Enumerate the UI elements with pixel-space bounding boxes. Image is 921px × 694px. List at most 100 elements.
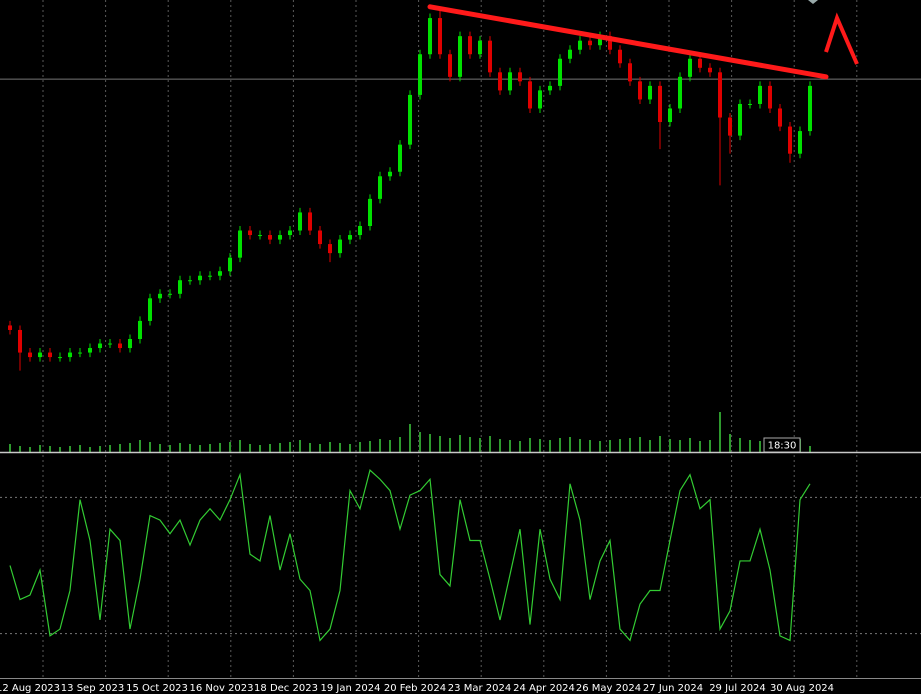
- volume-bar: [729, 434, 731, 452]
- candle-body: [678, 76, 682, 109]
- volume-bar: [209, 444, 211, 452]
- volume-bar: [69, 446, 71, 452]
- candle-body: [568, 49, 572, 59]
- candle-body: [688, 58, 692, 77]
- candle-body: [628, 63, 632, 82]
- volume-bar: [639, 437, 641, 452]
- volume-bar: [229, 442, 231, 452]
- volume-bar: [159, 444, 161, 452]
- volume-bar: [19, 446, 21, 452]
- volume-bar: [419, 432, 421, 452]
- candle-body: [368, 198, 372, 226]
- volume-bar: [429, 434, 431, 452]
- volume-bar: [549, 440, 551, 452]
- candle-body: [778, 108, 782, 127]
- candle-body: [188, 280, 192, 282]
- candle-body: [218, 271, 222, 276]
- candle-body: [548, 85, 552, 91]
- candle-body: [738, 103, 742, 136]
- candle-body: [618, 49, 622, 64]
- candle-body: [798, 131, 802, 154]
- candle-body: [638, 81, 642, 100]
- volume-bar: [239, 440, 241, 452]
- candle-body: [528, 81, 532, 109]
- volume-bar: [559, 438, 561, 452]
- volume-bar: [289, 442, 291, 452]
- volume-bar: [629, 438, 631, 452]
- plot: 18:30 12 Aug 2023 13 Sep 2023 15 Oct 2023 16…: [0, 4, 921, 694]
- grid: [42, 0, 858, 679]
- x-tick-label: 19 Jan 2024: [321, 683, 381, 694]
- volume-bar: [599, 441, 601, 452]
- candle-body: [728, 117, 732, 136]
- x-tick-label: 26 May 2024: [576, 683, 641, 694]
- candle-body: [398, 144, 402, 172]
- volume-bar: [359, 442, 361, 452]
- volume-bar: [609, 440, 611, 452]
- oscillator-line: [9, 469, 811, 642]
- candle-body: [78, 352, 82, 354]
- x-tick-label: 23 Mar 2024: [448, 683, 511, 694]
- candle-body: [158, 293, 162, 299]
- volume-bar: [89, 447, 91, 452]
- up-arrow: [824, 12, 859, 65]
- candle-body: [198, 275, 202, 281]
- candle-body: [758, 85, 762, 104]
- x-tick-label: 29 Jul 2024: [709, 683, 766, 694]
- candle-body: [488, 40, 492, 73]
- time-label: 18:30: [768, 441, 797, 452]
- x-tick-label: 13 Sep 2023: [61, 683, 124, 694]
- volume-bar: [79, 445, 81, 452]
- volume-bar: [509, 440, 511, 452]
- candle-body: [588, 40, 592, 46]
- candle-body: [38, 352, 42, 358]
- volume-bar: [139, 440, 141, 452]
- candle-body: [608, 36, 612, 50]
- volume-bar: [689, 438, 691, 452]
- volume-bar: [409, 424, 411, 452]
- volume-bar: [619, 439, 621, 452]
- volume-bar: [469, 437, 471, 452]
- volume-bar: [579, 439, 581, 452]
- candle-body: [438, 18, 442, 55]
- volume-bar: [369, 441, 371, 452]
- candle-body: [68, 352, 72, 358]
- candle-body: [278, 235, 282, 240]
- candle-body: [718, 72, 722, 118]
- volume-bar: [669, 439, 671, 452]
- candle-body: [478, 40, 482, 55]
- candle-body: [98, 343, 102, 349]
- volume-bar: [189, 444, 191, 452]
- volume-bar: [589, 440, 591, 452]
- candle-body: [558, 58, 562, 86]
- candle-body: [88, 348, 92, 353]
- candle-body: [358, 226, 362, 236]
- volume-bar: [519, 441, 521, 452]
- volume-bar: [269, 444, 271, 452]
- volume-bar: [9, 444, 11, 452]
- x-tick-label: 15 Oct 2023: [126, 683, 188, 694]
- volume-bar: [569, 437, 571, 452]
- candle-body: [768, 85, 772, 109]
- candle-body: [58, 357, 62, 359]
- candle-body: [648, 85, 652, 100]
- candle-body: [698, 58, 702, 68]
- volume-bar: [759, 441, 761, 452]
- volume-bar: [219, 443, 221, 452]
- candle-body: [328, 244, 332, 254]
- volume-bar: [59, 447, 61, 452]
- candle-body: [788, 126, 792, 154]
- candle-body: [298, 212, 302, 231]
- candle-body: [498, 72, 502, 91]
- candle-body: [708, 67, 712, 73]
- candle-body: [468, 36, 472, 55]
- candle-body: [508, 72, 512, 91]
- volume-bar: [319, 444, 321, 452]
- volume-bar: [259, 445, 261, 452]
- volume-bar: [809, 446, 811, 452]
- volume-bar: [149, 442, 151, 452]
- candle-body: [378, 176, 382, 199]
- volume-bar: [339, 443, 341, 452]
- volume-bar: [299, 440, 301, 452]
- candle-body: [808, 85, 812, 132]
